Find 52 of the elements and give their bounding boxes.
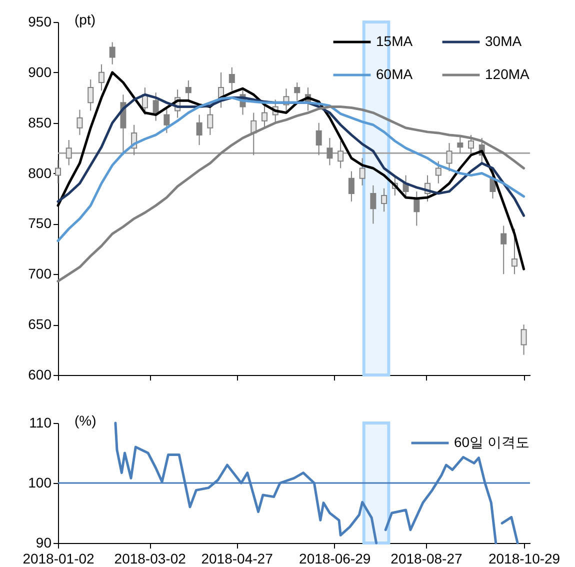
y-tick-label: 950 [28,14,52,30]
candlestick [88,78,94,112]
y-tick-label: 100 [28,474,52,490]
candlestick [164,107,170,134]
y-axis-title: (pt) [74,12,96,28]
candlestick [338,140,344,169]
legend-label: 15MA [376,33,414,49]
x-tick-label: 2018-08-27 [390,550,462,566]
candlestick [446,142,452,172]
candlestick [520,324,527,356]
y-tick-label: 700 [28,266,52,282]
y-tick-label: 600 [28,366,52,382]
legend-label: 60MA [376,66,414,82]
legend-label: 30MA [485,33,522,49]
candlestick [76,109,83,136]
candlestick [316,122,322,156]
candlestick [207,107,214,136]
x-tick-label: 2018-04-27 [201,550,274,566]
candlestick [98,64,104,92]
y-tick-label: 800 [28,164,52,181]
y-tick-label: 900 [28,64,52,80]
candlestick [152,92,159,122]
candlestick [359,158,366,186]
candlestick [55,160,61,184]
candlestick [414,190,420,226]
candlestick [66,140,72,166]
candlestick [370,184,376,224]
x-tick-label: 2018-03-02 [114,550,186,566]
y-tick-label: 750 [28,215,52,232]
y-tick-label: 110 [29,414,52,430]
x-tick-label: 2018-06-29 [299,550,371,566]
x-tick-label: 2018-10-29 [488,550,560,566]
y-tick-label: 850 [28,114,52,130]
y-tick-label: 650 [28,316,52,332]
candlestick [468,134,474,156]
candlestick [435,160,442,184]
candlestick [500,225,507,275]
candlestick [511,228,518,275]
candlestick [348,170,354,202]
x-tick-label: 2018-01-02 [22,550,95,566]
candlestick [457,136,464,154]
candlestick [109,42,116,65]
candlestick [228,66,235,92]
candlestick [294,82,300,102]
legend-label: 60일 이격도 [454,434,530,450]
candlestick [381,188,388,212]
legend-label: 120MA [485,66,530,82]
y-tick-label: 90 [36,534,52,550]
candlestick [326,137,333,166]
y-axis-title: (%) [74,412,96,428]
candlestick [185,80,192,102]
candlestick [196,114,202,146]
